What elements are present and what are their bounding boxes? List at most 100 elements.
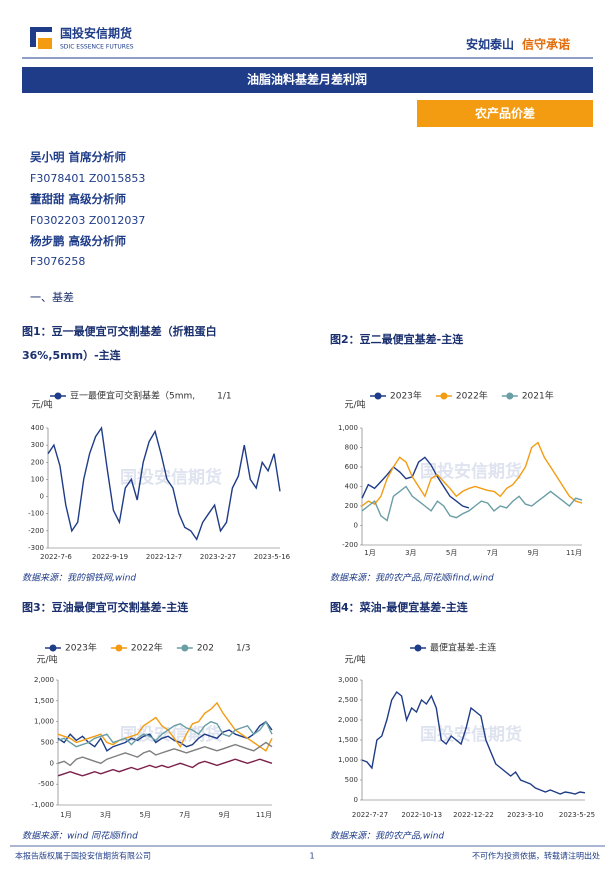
- analyst-cert: F3076258: [30, 255, 85, 268]
- y-tick-label: 3,000: [338, 676, 358, 684]
- source: 数据来源：我的农产品,同花顺ifind,wind: [330, 573, 494, 584]
- legend-label: 202: [197, 644, 214, 654]
- figure-title: 36%,5mm）-主连: [22, 348, 122, 362]
- y-tick-label: 2,500: [338, 696, 358, 704]
- x-tick-label: 2022-7-6: [40, 553, 72, 561]
- x-tick-label: 9月: [527, 549, 538, 557]
- y-tick-label: 2,000: [338, 716, 358, 724]
- x-tick-label: 2022-12-22: [453, 811, 494, 819]
- x-tick-label: 2023-5-16: [254, 553, 291, 561]
- report-title: 油脂油料基差月差利润: [247, 72, 367, 87]
- legend-label: 最便宜基差-主连: [430, 642, 496, 654]
- y-tick-label: 0: [40, 493, 44, 501]
- legend-label: 2023年: [65, 642, 97, 654]
- y-tick-label: 800: [345, 444, 358, 452]
- watermark: 国投安信期货: [420, 461, 522, 482]
- legend-marker: [115, 644, 123, 652]
- legend-pager[interactable]: 1/3: [236, 644, 250, 654]
- y-tick-label: 2,000: [34, 676, 54, 684]
- company-name: 国投安信期货: [60, 26, 132, 41]
- slogan-2: 信守承诺: [522, 37, 570, 52]
- x-tick-label: 2022-7-27: [352, 811, 388, 819]
- legend-label: 2021年: [522, 390, 554, 402]
- analyst-cert: F0302203 Z0012037: [30, 214, 145, 227]
- legend-marker: [506, 392, 514, 400]
- x-tick-label: 2023-5-25: [559, 811, 595, 819]
- figure-title: 图3：豆油最便宜可交割基差-主连: [22, 600, 189, 614]
- legend-label: 2022年: [456, 390, 488, 402]
- series-line: [57, 720, 273, 752]
- x-tick-label: 7月: [487, 549, 498, 557]
- y-axis-label: 元/吨: [344, 654, 365, 666]
- y-tick-label: -500: [38, 780, 54, 788]
- series-line: [57, 720, 273, 748]
- company-en: SDIC ESSENCE FUTURES: [60, 44, 134, 51]
- analyst-cert: F3078401 Z0015853: [30, 172, 145, 185]
- series-line: [47, 426, 281, 541]
- slogan-1: 安如泰山: [466, 37, 514, 52]
- series-line: [57, 741, 273, 767]
- tag: 农产品价差: [474, 106, 535, 121]
- y-tick-label: 1,000: [338, 424, 358, 432]
- x-tick-label: 7月: [179, 811, 190, 819]
- x-tick-label: 3月: [405, 549, 416, 557]
- y-tick-label: -200: [28, 527, 44, 535]
- x-tick-label: 2023-2-27: [200, 553, 236, 561]
- footer-left: 本报告版权属于国投安信期货有限公司: [15, 851, 151, 861]
- y-tick-label: 200: [345, 502, 358, 510]
- y-tick-label: 0: [354, 796, 358, 804]
- y-axis-label: 元/吨: [31, 399, 52, 411]
- y-tick-label: 100: [31, 475, 44, 483]
- x-tick-label: 5月: [139, 811, 150, 819]
- y-tick-label: 0: [50, 759, 54, 767]
- y-tick-label: 500: [345, 776, 358, 784]
- x-tick-label: 1月: [364, 549, 375, 557]
- y-tick-label: 1,500: [338, 736, 358, 744]
- x-tick-label: 2022-9-19: [92, 553, 128, 561]
- y-tick-label: 1,500: [34, 697, 54, 705]
- y-axis-label: 元/吨: [344, 399, 365, 411]
- tag-box: [417, 100, 593, 127]
- page-number: 1: [309, 852, 314, 861]
- series-line: [57, 758, 273, 777]
- analyst: 吴小明 首席分析师: [30, 150, 127, 164]
- analyst: 杨步鹏 高级分析师: [30, 234, 127, 248]
- y-tick-label: 400: [31, 424, 44, 432]
- series-line: [361, 485, 583, 522]
- legend-marker: [414, 644, 422, 652]
- legend-label: 豆一最便宜可交割基差（5mm,: [70, 390, 195, 402]
- analyst: 董甜甜 高级分析师: [30, 192, 127, 206]
- y-tick-label: 500: [41, 739, 54, 747]
- legend-marker: [440, 392, 448, 400]
- y-tick-label: 1,000: [338, 756, 358, 764]
- y-tick-label: 0: [354, 522, 358, 530]
- y-axis-label: 元/吨: [36, 654, 57, 666]
- x-tick-label: 3月: [100, 811, 111, 819]
- legend-marker: [374, 392, 382, 400]
- footer-right: 不可作为投资依据，转载请注明出处: [472, 851, 600, 861]
- source: 数据来源：我的钢铁网,wind: [22, 573, 136, 584]
- legend-pager[interactable]: 1/1: [217, 392, 231, 402]
- title-bar: [22, 67, 593, 93]
- legend-label: 2022年: [131, 642, 163, 654]
- y-tick-label: 400: [345, 483, 358, 491]
- y-tick-label: 300: [31, 441, 44, 449]
- y-tick-label: -200: [342, 541, 358, 549]
- source: 数据来源：我的农产品,wind: [330, 831, 444, 842]
- y-tick-label: -1,000: [31, 801, 54, 809]
- y-tick-label: 600: [345, 463, 358, 471]
- y-tick-label: -300: [28, 544, 44, 552]
- x-tick-label: 5月: [446, 549, 457, 557]
- figure-title: 图2：豆二最便宜基差-主连: [330, 332, 464, 346]
- x-tick-label: 1月: [60, 811, 71, 819]
- y-tick-label: 1,000: [34, 718, 54, 726]
- source: 数据来源：wind 同花顺ifind: [22, 831, 138, 842]
- legend-marker: [54, 392, 62, 400]
- watermark: 国投安信期货: [420, 724, 522, 745]
- legend-label: 2023年: [390, 390, 422, 402]
- x-tick-label: 11月: [566, 549, 582, 557]
- legend-marker: [49, 644, 57, 652]
- y-tick-label: -100: [28, 510, 44, 518]
- x-tick-label: 9月: [219, 811, 230, 819]
